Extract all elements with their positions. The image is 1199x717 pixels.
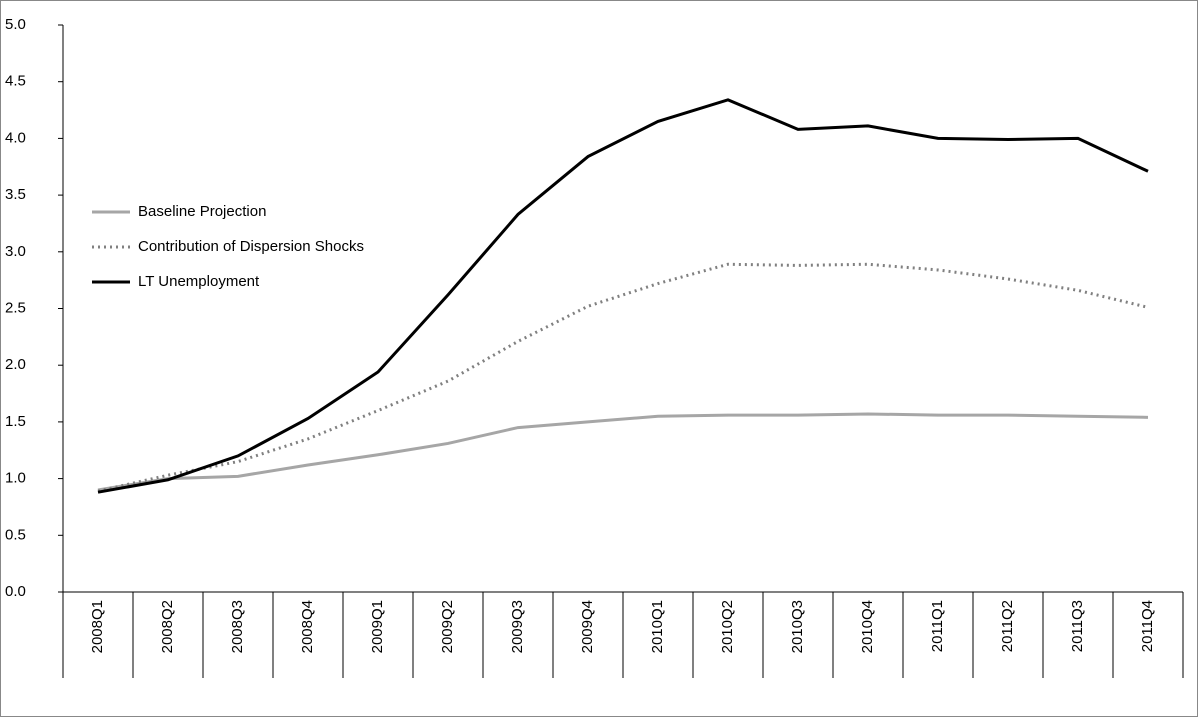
x-tick-label: 2011Q4: [1139, 600, 1156, 652]
y-tick-label: 5.0: [5, 16, 26, 33]
x-tick-label: 2010Q2: [719, 600, 736, 653]
x-tick-label: 2009Q1: [369, 600, 386, 653]
x-tick-label: 2010Q1: [649, 600, 666, 653]
x-tick-label: 2011Q2: [999, 600, 1016, 652]
y-tick-label: 0.5: [5, 526, 26, 543]
legend-label: Contribution of Dispersion Shocks: [138, 238, 364, 255]
series-line: [97, 412, 1149, 492]
y-tick-label: 4.0: [5, 129, 26, 146]
x-tick-label: 2008Q2: [159, 600, 176, 653]
x-tick-label: 2009Q2: [439, 600, 456, 653]
x-tick-label: 2009Q3: [509, 600, 526, 653]
y-tick-label: 3.0: [5, 243, 26, 260]
x-tick-label: 2011Q1: [929, 600, 946, 652]
y-tick-label: 1.0: [5, 470, 26, 487]
series-line: [97, 98, 1149, 494]
series-line: [97, 262, 1149, 493]
y-tick-label: 0.0: [5, 583, 26, 600]
x-tick-label: 2009Q4: [579, 600, 596, 653]
x-tick-label: 2010Q4: [859, 600, 876, 653]
y-tick-label: 3.5: [5, 186, 26, 203]
x-tick-label: 2010Q3: [789, 600, 806, 653]
y-tick-label: 1.5: [5, 413, 26, 430]
y-tick-label: 2.5: [5, 299, 26, 316]
legend-label: Baseline Projection: [138, 203, 266, 220]
x-tick-label: 2008Q1: [89, 600, 106, 653]
x-tick-label: 2008Q4: [299, 600, 316, 653]
y-tick-label: 2.0: [5, 356, 26, 373]
legend-label: LT Unemployment: [138, 273, 260, 290]
x-tick-label: 2011Q3: [1069, 600, 1086, 652]
y-tick-label: 4.5: [5, 73, 26, 90]
x-tick-label: 2008Q3: [229, 600, 246, 653]
